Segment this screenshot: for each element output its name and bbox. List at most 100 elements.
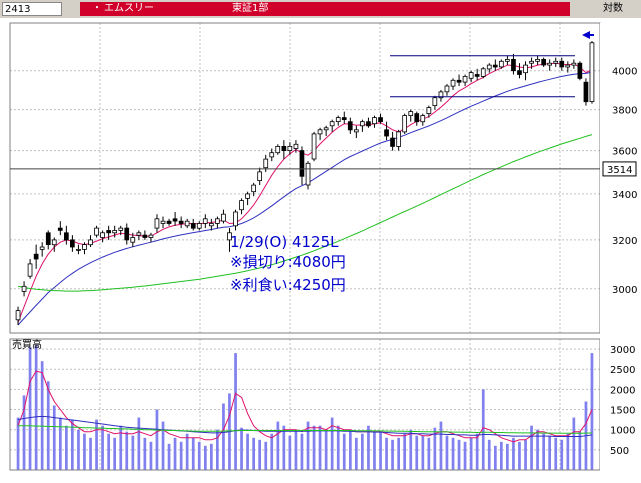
volume-bar <box>433 427 437 470</box>
scale-mode-label[interactable]: 対数 <box>603 3 623 14</box>
candles <box>15 41 595 326</box>
volume-bar <box>113 437 116 470</box>
volume-label: 売買高 <box>12 338 42 351</box>
volume-bar <box>59 417 62 470</box>
volume-bar <box>131 435 135 470</box>
volume-bar <box>506 443 509 470</box>
volume-bar <box>77 429 80 470</box>
candle-body <box>221 213 226 222</box>
moving-average-ma_mid <box>17 71 593 326</box>
candle-body <box>402 115 408 133</box>
candle-body <box>263 158 269 169</box>
volume-bar <box>391 439 394 470</box>
candle-body <box>33 253 39 260</box>
price-tick-label: 3600 <box>612 147 637 158</box>
volume-bar <box>149 441 153 470</box>
market-name: 東証1部 <box>232 3 269 14</box>
volume-bar <box>264 441 268 470</box>
candle-body <box>172 218 178 222</box>
candle-body <box>70 239 75 248</box>
candle-body <box>257 171 263 181</box>
candle-body <box>547 62 553 66</box>
volume-bar <box>101 425 104 470</box>
volume-bar <box>210 443 213 470</box>
volume-bar <box>361 433 364 470</box>
volume-bar <box>355 437 358 470</box>
candle-body <box>366 121 371 127</box>
price-tick-label: 3000 <box>612 285 637 296</box>
volume-bar <box>312 425 316 470</box>
candle-body <box>492 64 498 68</box>
candle-body <box>130 237 136 243</box>
volume-bar <box>512 437 515 470</box>
candle-body <box>486 64 492 70</box>
candle-body <box>21 285 27 292</box>
volume-bar <box>554 437 558 470</box>
candle-body <box>293 143 299 149</box>
volume-bar <box>324 429 328 470</box>
candle-body <box>468 72 474 79</box>
volume-bar <box>367 425 370 470</box>
volume-bar <box>342 433 346 470</box>
volume-average-vol_ma_mid <box>17 415 593 437</box>
candle-body <box>511 59 516 72</box>
candle-body <box>190 223 196 229</box>
candle-body <box>396 131 402 147</box>
volume-bar <box>167 443 171 470</box>
volume-bar <box>179 441 183 470</box>
candle-body <box>118 227 124 231</box>
volume-bar <box>240 427 243 470</box>
volume-bar <box>173 437 177 470</box>
candle-body <box>15 310 21 321</box>
volume-bar <box>385 437 388 470</box>
volume-bar <box>52 405 56 470</box>
volume-bar <box>40 361 44 470</box>
candle-body <box>269 152 275 158</box>
candle-body <box>196 223 202 229</box>
candle-body <box>88 239 93 246</box>
name-dot: ・ <box>92 3 102 14</box>
candle-body <box>239 200 244 211</box>
candle-body <box>82 244 87 250</box>
volume-bar <box>197 441 201 470</box>
volume-bar <box>83 433 86 470</box>
axis-strip <box>600 23 640 480</box>
candle-body <box>553 60 559 64</box>
candle-body <box>565 64 571 68</box>
candle-body <box>227 232 232 241</box>
volume-bar <box>137 417 141 470</box>
volume-bar <box>234 353 237 470</box>
candle-body <box>214 218 220 224</box>
volume-bar <box>572 417 576 470</box>
volume-bar <box>487 439 491 470</box>
volume-moving-averages <box>17 370 593 443</box>
volume-bar <box>349 429 352 470</box>
candle-body <box>498 60 504 68</box>
volume-panel-frame <box>9 338 601 471</box>
candle-body <box>64 232 69 241</box>
volume-bar <box>191 437 195 470</box>
candle-body <box>408 111 414 116</box>
candle-body <box>305 162 311 186</box>
volume-bar <box>288 435 292 470</box>
entry-arrow-icon <box>582 31 590 39</box>
candle-body <box>112 230 117 234</box>
volume-bar <box>494 445 497 470</box>
volume-bar <box>451 437 455 470</box>
candle-body <box>432 97 438 106</box>
volume-average-vol_ma_long <box>18 425 593 434</box>
candle-body <box>106 230 111 234</box>
candle-body <box>504 59 510 62</box>
candle-body <box>359 121 365 127</box>
candle-body <box>438 91 444 99</box>
volume-tick-label: 1000 <box>610 426 635 437</box>
volume-bar <box>536 429 539 470</box>
volume-bar <box>16 417 20 470</box>
volume-bar <box>500 441 503 470</box>
candle-body <box>57 227 63 231</box>
candle-body <box>299 150 305 177</box>
volume-bar <box>216 429 219 470</box>
volume-bar <box>318 425 322 470</box>
volume-bar <box>427 437 431 470</box>
volume-bar <box>46 381 50 470</box>
